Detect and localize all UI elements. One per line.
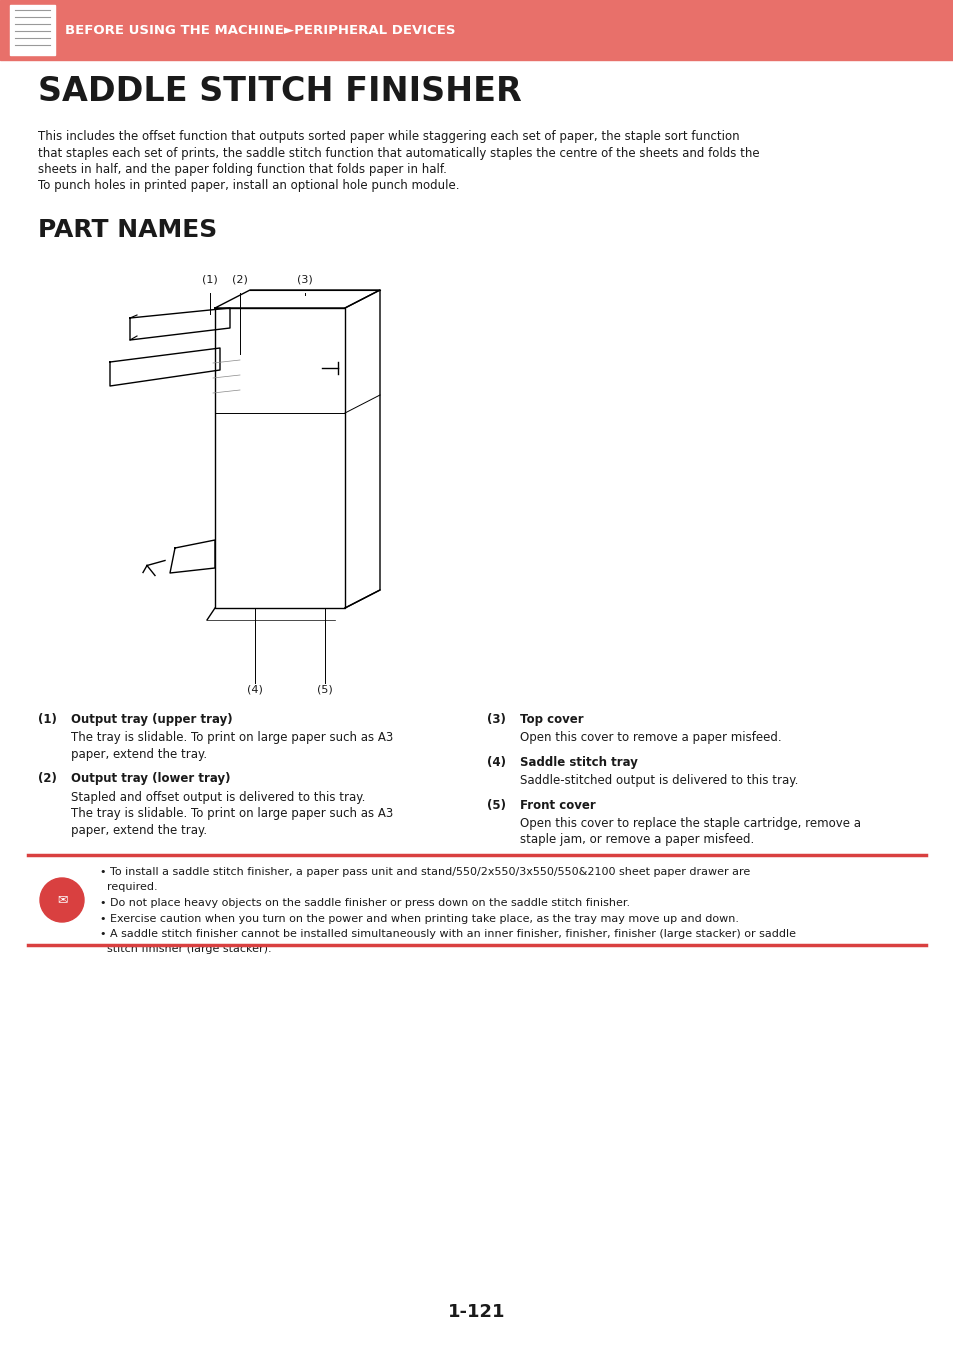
Text: Front cover: Front cover (519, 799, 595, 811)
Text: required.: required. (100, 883, 157, 892)
Text: (3): (3) (486, 713, 505, 726)
Text: (1): (1) (38, 713, 57, 726)
Text: staple jam, or remove a paper misfeed.: staple jam, or remove a paper misfeed. (519, 833, 754, 846)
Text: Output tray (upper tray): Output tray (upper tray) (71, 713, 233, 726)
Text: stitch finisher (large stacker).: stitch finisher (large stacker). (100, 945, 272, 954)
Text: ✉: ✉ (56, 894, 67, 906)
Text: This includes the offset function that outputs sorted paper while staggering eac: This includes the offset function that o… (38, 130, 739, 143)
Text: Saddle-stitched output is delivered to this tray.: Saddle-stitched output is delivered to t… (519, 774, 798, 787)
Text: The tray is slidable. To print on large paper such as A3: The tray is slidable. To print on large … (71, 732, 393, 744)
Text: PART NAMES: PART NAMES (38, 217, 217, 242)
Text: Open this cover to remove a paper misfeed.: Open this cover to remove a paper misfee… (519, 732, 781, 744)
Text: that staples each set of prints, the saddle stitch function that automatically s: that staples each set of prints, the sad… (38, 147, 759, 159)
Text: BEFORE USING THE MACHINE►PERIPHERAL DEVICES: BEFORE USING THE MACHINE►PERIPHERAL DEVI… (65, 23, 455, 36)
Text: Stapled and offset output is delivered to this tray.: Stapled and offset output is delivered t… (71, 791, 365, 803)
Text: paper, extend the tray.: paper, extend the tray. (71, 824, 207, 837)
Text: • To install a saddle stitch finisher, a paper pass unit and stand/550/2x550/3x5: • To install a saddle stitch finisher, a… (100, 867, 749, 878)
Text: (3): (3) (296, 275, 313, 285)
Bar (10, 5, 55, 55)
Text: (4): (4) (247, 684, 263, 695)
Text: SADDLE STITCH FINISHER: SADDLE STITCH FINISHER (38, 76, 521, 108)
Text: Saddle stitch tray: Saddle stitch tray (519, 756, 638, 770)
Text: (2): (2) (232, 275, 248, 285)
Text: paper, extend the tray.: paper, extend the tray. (71, 748, 207, 760)
Text: (1): (1) (202, 275, 217, 285)
Bar (0, 0, 953, 59)
Text: (4): (4) (486, 756, 505, 770)
Text: Output tray (lower tray): Output tray (lower tray) (71, 772, 231, 786)
Text: (2): (2) (38, 772, 57, 786)
Circle shape (40, 878, 84, 922)
Text: Open this cover to replace the staple cartridge, remove a: Open this cover to replace the staple ca… (519, 817, 861, 830)
Text: Top cover: Top cover (519, 713, 583, 726)
Text: sheets in half, and the paper folding function that folds paper in half.: sheets in half, and the paper folding fu… (38, 163, 446, 176)
Text: (5): (5) (486, 799, 505, 811)
Text: • Exercise caution when you turn on the power and when printing take place, as t: • Exercise caution when you turn on the … (100, 914, 739, 923)
Text: • Do not place heavy objects on the saddle finisher or press down on the saddle : • Do not place heavy objects on the sadd… (100, 898, 630, 909)
Text: 1-121: 1-121 (448, 1303, 505, 1322)
Text: The tray is slidable. To print on large paper such as A3: The tray is slidable. To print on large … (71, 807, 393, 819)
Text: • A saddle stitch finisher cannot be installed simultaneously with an inner fini: • A saddle stitch finisher cannot be ins… (100, 929, 795, 940)
Text: (5): (5) (316, 684, 333, 695)
Text: To punch holes in printed paper, install an optional hole punch module.: To punch holes in printed paper, install… (38, 180, 459, 193)
